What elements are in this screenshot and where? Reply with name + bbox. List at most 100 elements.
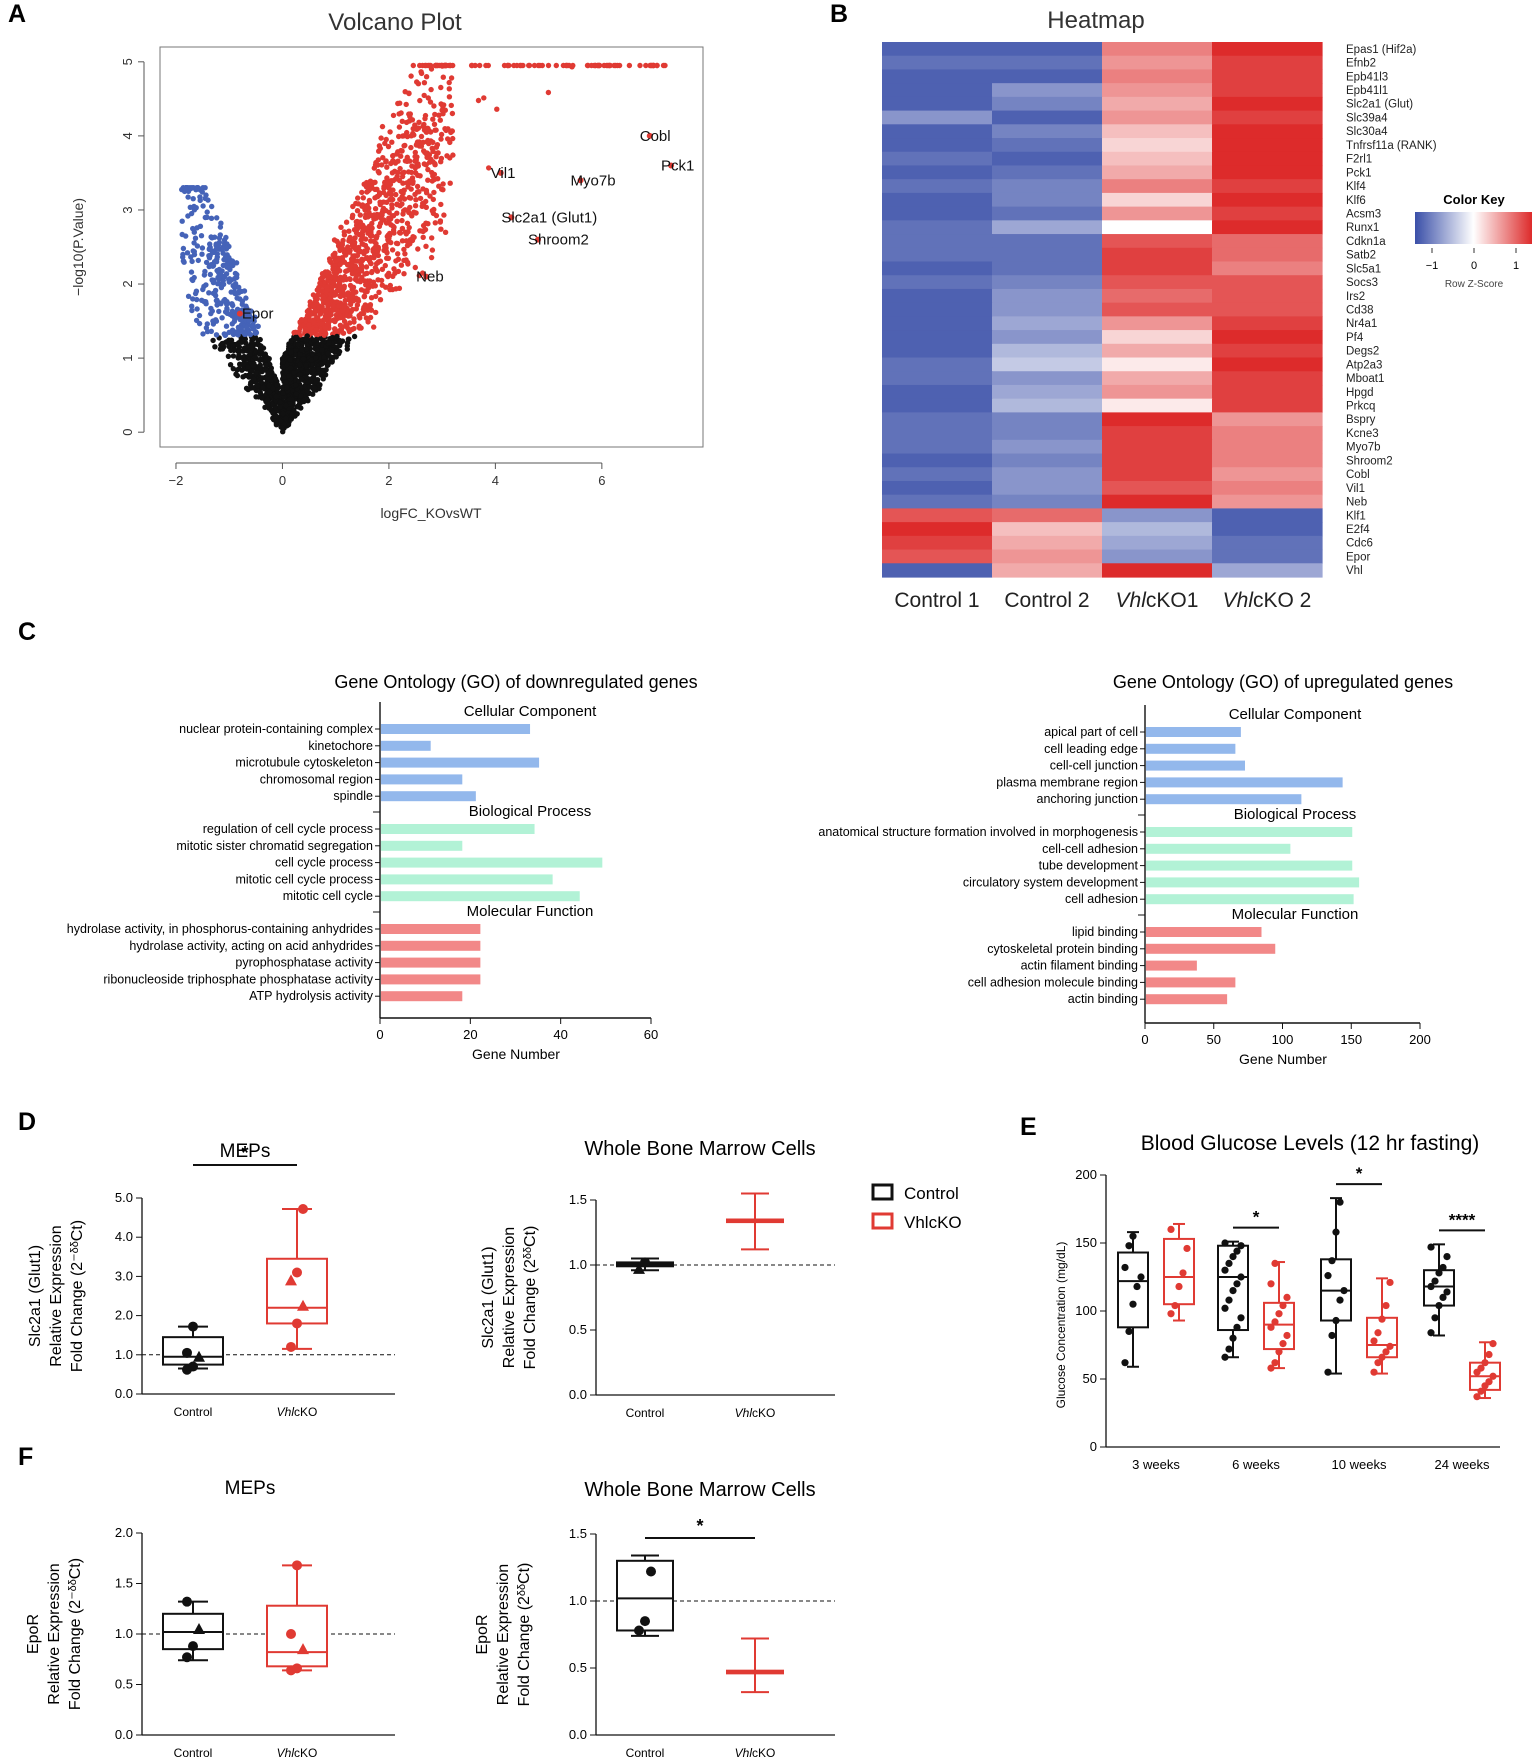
heatmap-cell <box>992 535 1103 551</box>
e-point <box>1443 1288 1451 1296</box>
go-term-label: ribonucleoside triphosphate phosphatase … <box>103 972 373 986</box>
volcano-point <box>418 70 425 77</box>
box-x-label: VhlcKO <box>277 1405 318 1419</box>
volcano-point <box>179 218 185 224</box>
legend-label-vhlcko: VhlcKO <box>904 1213 962 1232</box>
volcano-point <box>430 196 436 203</box>
volcano-gene-label: Vil1 <box>491 165 516 182</box>
volcano-point <box>432 111 438 118</box>
volcano-point <box>351 227 358 233</box>
volcano-point <box>426 152 433 158</box>
e-point <box>1324 1368 1332 1376</box>
box-y-tick-label: 4.0 <box>115 1229 133 1244</box>
volcano-point <box>308 377 314 383</box>
volcano-point <box>330 317 336 324</box>
e-x-tick-label: 10 weeks <box>1332 1457 1387 1472</box>
volcano-point <box>363 236 369 242</box>
volcano-gene-point <box>668 162 675 169</box>
volcano-point <box>234 271 240 278</box>
box-point <box>286 1629 296 1639</box>
heatmap-cell <box>1102 398 1213 413</box>
go-term-label: hydrolase activity, in phosphorus-contai… <box>67 922 373 936</box>
d-wbm-title: Whole Bone Marrow Cells <box>584 1138 815 1160</box>
box-point <box>286 1341 296 1352</box>
volcano-point <box>321 354 327 360</box>
volcano-point <box>297 351 303 357</box>
volcano-gene-label: Myo7b <box>571 172 616 189</box>
volcano-point <box>433 144 440 150</box>
volcano-point <box>188 185 194 192</box>
volcano-point <box>481 95 487 101</box>
e-title: Blood Glucose Levels (12 hr fasting) <box>1141 1132 1480 1155</box>
heatmap-cell <box>1102 480 1213 496</box>
e-point <box>1378 1353 1386 1361</box>
heatmap-cell <box>1212 96 1323 112</box>
volcano-point <box>280 359 286 365</box>
volcano-xlabel: logFC_KOvsWT <box>380 505 482 521</box>
volcano-point <box>213 317 219 323</box>
volcano-point <box>356 325 363 331</box>
volcano-point <box>284 384 290 391</box>
heatmap-cell <box>1102 55 1213 71</box>
volcano-point <box>277 404 283 410</box>
heatmap-cell <box>1102 302 1213 317</box>
e-point <box>1370 1368 1378 1376</box>
volcano-point <box>270 385 276 392</box>
volcano-point <box>414 79 420 85</box>
volcano-point <box>409 117 416 123</box>
heatmap-gene-label: Neb <box>1346 497 1367 509</box>
volcano-point <box>298 317 305 323</box>
go-bar <box>381 957 481 968</box>
volcano-point <box>388 239 394 246</box>
volcano-point <box>445 136 451 142</box>
e-x-tick-label: 6 weeks <box>1232 1457 1280 1472</box>
heatmap-gene-label: F2rl1 <box>1346 154 1372 166</box>
f-meps-boxplot: MEPs 0.0 0.5 1.0 1.5 2.0 EpoR Relative Express… <box>25 1478 395 1760</box>
heatmap-cell <box>1102 384 1213 400</box>
e-point <box>1279 1301 1287 1310</box>
heatmap-gene-label: Shroom2 <box>1346 455 1393 467</box>
go-term-label: mitotic sister chromatid segregation <box>176 839 373 853</box>
volcano-point <box>394 201 400 207</box>
volcano-point <box>353 219 359 225</box>
box-y-tick-label: 0.5 <box>569 1322 587 1337</box>
volcano-point <box>298 405 304 411</box>
volcano-point <box>327 258 333 264</box>
volcano-point <box>265 401 271 407</box>
volcano-x-tick-label: 2 <box>385 473 392 488</box>
volcano-point <box>332 326 338 332</box>
volcano-point <box>415 125 422 131</box>
volcano-point <box>432 220 438 226</box>
heatmap-cell <box>992 69 1103 84</box>
volcano-point <box>421 80 428 86</box>
volcano-point <box>383 159 389 165</box>
go-bar <box>381 757 540 768</box>
e-point <box>1183 1244 1191 1253</box>
volcano-point <box>306 311 313 317</box>
heatmap-cell <box>882 42 993 57</box>
volcano-point <box>438 226 444 232</box>
volcano-point <box>372 206 379 212</box>
volcano-point <box>346 249 353 255</box>
box-point <box>182 1652 192 1663</box>
volcano-point <box>397 229 403 236</box>
box-y-tick-label: 1.5 <box>115 1576 133 1591</box>
heatmap-cell <box>882 357 993 372</box>
e-point <box>1275 1348 1283 1356</box>
heatmap-cell <box>1212 535 1323 551</box>
volcano-point <box>362 205 368 212</box>
box-point <box>634 1625 644 1636</box>
volcano-point <box>217 224 224 230</box>
volcano-point <box>361 294 367 300</box>
volcano-point <box>425 95 431 101</box>
volcano-point <box>376 148 382 154</box>
volcano-point <box>311 367 317 373</box>
volcano-point <box>193 205 199 211</box>
heatmap-cell <box>882 55 993 71</box>
e-x-tick-label: 3 weeks <box>1132 1457 1180 1472</box>
volcano-point <box>337 261 343 267</box>
heatmap-cell <box>1102 96 1213 112</box>
volcano-point <box>357 212 363 218</box>
box-x-label: Control <box>626 1746 665 1760</box>
volcano-point <box>280 390 286 396</box>
